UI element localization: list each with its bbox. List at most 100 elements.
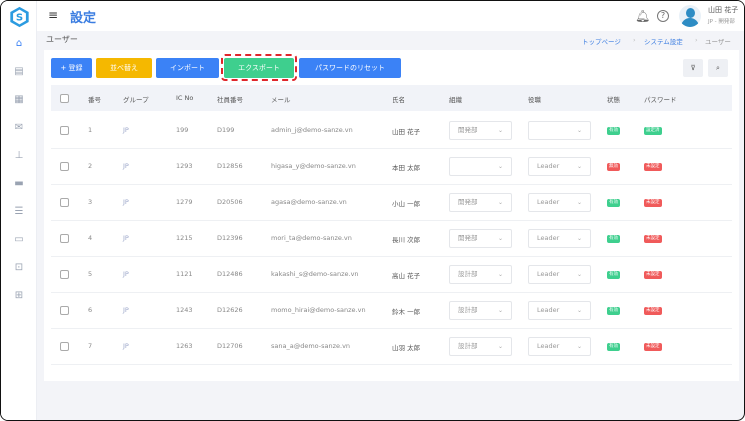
cell-email: admin_j@demo-sanze.vn xyxy=(271,126,353,134)
sort-button[interactable]: 並べ替え xyxy=(96,58,152,78)
row-checkbox[interactable] xyxy=(60,162,69,171)
cell-no: 4 xyxy=(88,234,93,242)
cell-group[interactable]: JP xyxy=(123,234,129,242)
cell-no: 6 xyxy=(88,306,93,314)
password-badge: 未設定 xyxy=(644,271,662,279)
row-checkbox[interactable] xyxy=(60,270,69,279)
user-name: 山田 花子 xyxy=(708,6,739,14)
cell-ic-no: 199 xyxy=(176,126,189,134)
status-badge: 有効 xyxy=(607,127,620,135)
folder-icon[interactable]: ▭ xyxy=(14,234,24,245)
cell-name: 本田 太郎 xyxy=(392,164,421,172)
home-icon[interactable]: ⌂ xyxy=(15,38,23,49)
role-select[interactable]: Leader ⌄ xyxy=(528,337,591,356)
news-icon[interactable]: ▤ xyxy=(14,66,24,77)
user-dept: JP - 開発部 xyxy=(708,19,735,25)
select-all-checkbox[interactable] xyxy=(60,94,69,103)
cell-name: 山田 花子 xyxy=(392,128,421,136)
mail-icon[interactable]: ✉ xyxy=(14,122,24,133)
row-checkbox[interactable] xyxy=(60,306,69,315)
col-organization: 組織 xyxy=(449,96,462,104)
cell-name: 小山 一郎 xyxy=(392,200,421,208)
table-row: 5 JP 1121 D12486 kakashi_s@demo-sanze.vn… xyxy=(51,257,732,293)
row-checkbox[interactable] xyxy=(60,126,69,135)
organization-select[interactable]: 開発部 ⌄ xyxy=(449,121,512,140)
cell-employee-no: D12396 xyxy=(217,234,243,242)
cell-name: 鈴木 一郎 xyxy=(392,308,421,316)
row-checkbox[interactable] xyxy=(60,234,69,243)
row-checkbox[interactable] xyxy=(60,198,69,207)
role-select[interactable]: Leader ⌄ xyxy=(528,301,591,320)
organization-select[interactable]: ⌄ xyxy=(449,157,512,176)
breadcrumb-system-settings[interactable]: システム設定 xyxy=(644,38,683,46)
password-badge: 未設定 xyxy=(644,343,662,351)
cell-group[interactable]: JP xyxy=(123,198,129,206)
organization-value: 開発部 xyxy=(458,234,478,242)
cell-no: 1 xyxy=(88,126,93,134)
briefcase-icon[interactable]: ⊡ xyxy=(14,262,24,273)
table-row: 1 JP 199 D199 admin_j@demo-sanze.vn 山田 花… xyxy=(51,113,732,149)
filter-button[interactable]: ⊽ xyxy=(683,59,703,77)
organization-value: 開発部 xyxy=(458,198,478,206)
reset-password-button[interactable]: パスワードのリセット xyxy=(299,58,401,78)
role-select[interactable]: Leader ⌄ xyxy=(528,193,591,212)
role-select[interactable]: Leader ⌄ xyxy=(528,265,591,284)
app-logo[interactable]: S xyxy=(9,6,30,28)
export-button[interactable]: エクスポート xyxy=(224,58,294,78)
chevron-down-icon: ⌄ xyxy=(576,343,582,350)
database-icon[interactable]: ☰ xyxy=(14,206,24,217)
import-button[interactable]: インポート xyxy=(156,58,219,78)
cell-employee-no: D20506 xyxy=(217,198,243,206)
cell-email: higasa_y@demo-sanze.vn xyxy=(271,162,356,170)
col-employee-no: 社員番号 xyxy=(217,96,243,104)
organization-select[interactable]: 設計部 ⌄ xyxy=(449,337,512,356)
organization-select[interactable]: 設計部 ⌄ xyxy=(449,265,512,284)
cell-email: agasa@demo-sanze.vn xyxy=(271,198,347,206)
cell-no: 2 xyxy=(88,162,93,170)
cell-email: mori_ta@demo-sanze.vn xyxy=(271,234,352,242)
role-value: Leader xyxy=(537,342,560,350)
calendar-icon[interactable]: ▦ xyxy=(14,94,24,105)
password-badge: 未設定 xyxy=(644,199,662,207)
row-checkbox[interactable] xyxy=(60,342,69,351)
organization-select[interactable]: 開発部 ⌄ xyxy=(449,193,512,212)
cell-group[interactable]: JP xyxy=(123,270,129,278)
status-badge: 有効 xyxy=(607,271,620,279)
cell-employee-no: D12486 xyxy=(217,270,243,278)
organization-value: 設計部 xyxy=(458,306,478,314)
org-settings-icon[interactable]: ⊞ xyxy=(14,290,24,301)
chevron-down-icon: ⌄ xyxy=(576,127,582,134)
role-select[interactable]: Leader ⌄ xyxy=(528,157,591,176)
cell-group[interactable]: JP xyxy=(123,342,129,350)
cell-group[interactable]: JP xyxy=(123,306,129,314)
password-badge: 未設定 xyxy=(644,163,662,171)
breadcrumb-top[interactable]: トップページ xyxy=(582,38,621,46)
chevron-down-icon: ⌄ xyxy=(576,163,582,170)
cell-employee-no: D12626 xyxy=(217,306,243,314)
role-select[interactable]: ⌄ xyxy=(528,121,591,140)
section-title: ユーザー xyxy=(46,35,78,44)
top-header: ≡ 設定 🔔︎ ? 山田 花子 JP - 開発部 xyxy=(37,1,744,31)
role-select[interactable]: Leader ⌄ xyxy=(528,229,591,248)
avatar[interactable] xyxy=(679,5,701,27)
hamburger-menu-icon[interactable]: ≡ xyxy=(48,8,59,22)
search-button[interactable]: ⌕ xyxy=(708,59,728,77)
bell-icon[interactable]: 🔔︎ xyxy=(635,9,651,23)
cell-ic-no: 1279 xyxy=(176,198,193,206)
col-ic-no: IC No xyxy=(176,94,194,102)
role-value: Leader xyxy=(537,270,560,278)
cell-group[interactable]: JP xyxy=(123,126,129,134)
help-icon[interactable]: ? xyxy=(657,10,669,22)
register-button[interactable]: + 登録 xyxy=(51,58,92,78)
stamp-icon[interactable]: ⊥ xyxy=(14,150,24,161)
cell-group[interactable]: JP xyxy=(123,162,129,170)
organization-select[interactable]: 設計部 ⌄ xyxy=(449,301,512,320)
col-status: 状態 xyxy=(607,96,620,104)
table-row: 4 JP 1215 D12396 mori_ta@demo-sanze.vn 長… xyxy=(51,221,732,257)
organization-select[interactable]: 開発部 ⌄ xyxy=(449,229,512,248)
chevron-down-icon: ⌄ xyxy=(497,271,503,278)
table-row: 3 JP 1279 D20506 agasa@demo-sanze.vn 小山 … xyxy=(51,185,732,221)
cell-no: 3 xyxy=(88,198,93,206)
pdf-icon[interactable]: ▬ xyxy=(14,178,24,189)
